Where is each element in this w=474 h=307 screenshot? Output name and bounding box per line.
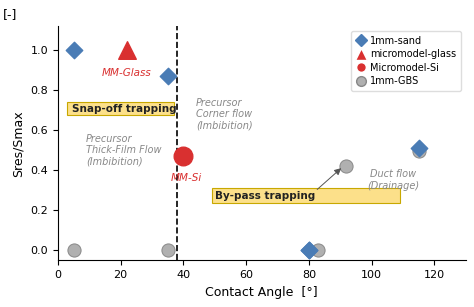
Point [314,248,322,253]
X-axis label: Contact Angle  [°]: Contact Angle [°] [206,286,318,299]
Point [343,164,350,169]
Point [123,48,131,52]
Text: [-]: [-] [3,8,17,21]
Text: Precursor
Thick-Film Flow
(Imbibition): Precursor Thick-Film Flow (Imbibition) [86,134,162,167]
Bar [67,102,174,115]
Point [305,248,313,253]
Text: MM-Si: MM-Si [171,173,202,183]
Point [70,48,77,52]
Point [164,74,172,79]
Point [415,146,422,151]
Point [415,149,422,154]
Bar [211,188,400,203]
Point [305,248,313,253]
Text: Duct flow
(Drainage): Duct flow (Drainage) [367,169,419,191]
Legend: 1mm-sand, micromodel-glass, Micromodel-Si, 1mm-GBS: 1mm-sand, micromodel-glass, Micromodel-S… [351,31,461,91]
Point [164,248,172,253]
Text: MM-Glass: MM-Glass [102,68,152,78]
Point [180,154,187,159]
Text: Precursor
Corner flow
(Imbibition): Precursor Corner flow (Imbibition) [196,98,253,131]
Text: Snap-off trapping: Snap-off trapping [72,104,177,114]
Text: By-pass trapping: By-pass trapping [215,191,315,201]
Point [70,248,77,253]
Y-axis label: Sres/Smax: Sres/Smax [12,110,25,177]
